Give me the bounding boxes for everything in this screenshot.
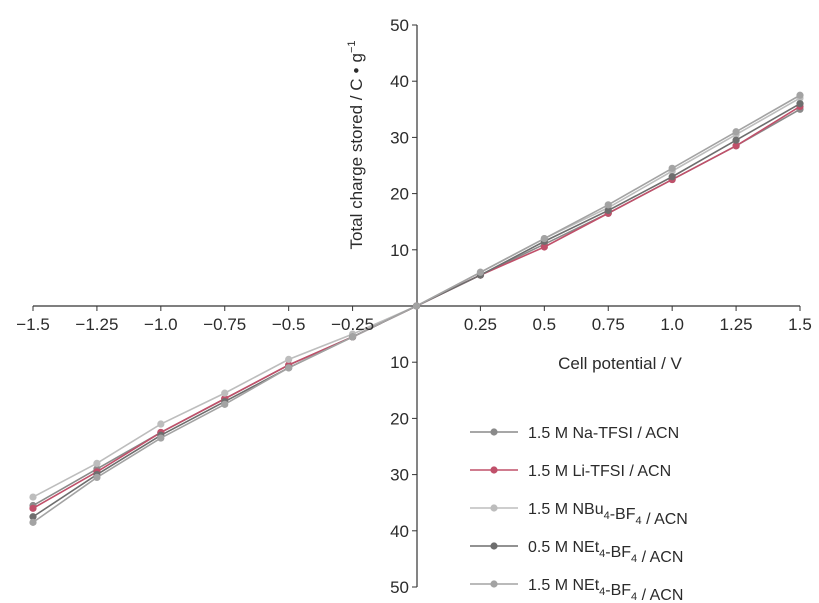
legend-label: 1.5 M NEt4-BF4 / ACN — [528, 577, 683, 603]
legend-swatch-marker — [490, 580, 498, 588]
data-point — [732, 128, 740, 136]
legend-item: 0.5 M NEt4-BF4 / ACN — [470, 539, 683, 566]
data-point — [93, 473, 101, 482]
data-point — [285, 364, 293, 372]
x-tick-label: 0.25 — [464, 315, 497, 334]
x-tick-label: 1.0 — [660, 315, 684, 334]
legend-label: 1.5 M Na-TFSI / ACN — [528, 425, 679, 442]
legend-swatch-marker — [490, 428, 498, 436]
legend-item: 1.5 M NBu4-BF4 / ACN — [470, 501, 688, 528]
legend-item: 1.5 M Na-TFSI / ACN — [470, 425, 679, 442]
data-point — [157, 434, 165, 442]
legend-label: 1.5 M NBu4-BF4 / ACN — [528, 501, 688, 528]
y-tick-label: 10 — [390, 353, 409, 372]
x-tick-label: −0.25 — [331, 315, 374, 334]
legend-label: 0.5 M NEt4-BF4 / ACN — [528, 539, 683, 566]
data-point — [29, 504, 37, 512]
series-layer — [29, 91, 804, 526]
x-tick-label: 1.5 — [788, 315, 812, 334]
y-tick-label: 20 — [390, 409, 409, 428]
data-point — [796, 100, 804, 108]
data-point — [157, 420, 165, 428]
data-point — [796, 91, 804, 99]
legend-item: 1.5 M Li-TFSI / ACN — [470, 463, 671, 480]
x-tick-label: 0.75 — [592, 315, 625, 334]
x-axis-title: Cell potential / V — [558, 354, 682, 373]
data-point — [476, 268, 485, 276]
x-tick-label: −0.5 — [272, 315, 306, 334]
data-point — [604, 206, 612, 215]
y-axis-title-unit: g — [347, 53, 366, 62]
y-tick-label: 50 — [390, 578, 409, 597]
y-tick-label: 50 — [390, 16, 409, 35]
x-tick-label: −0.75 — [203, 315, 246, 334]
data-point — [221, 389, 229, 397]
data-point — [29, 513, 37, 521]
legend-swatch-marker — [490, 466, 498, 474]
data-point — [221, 400, 229, 408]
y-tick-label: 40 — [390, 72, 409, 91]
data-point — [348, 333, 357, 341]
data-point — [668, 164, 676, 172]
legend-swatch-marker — [490, 504, 498, 512]
series-5 — [29, 91, 804, 526]
data-point — [732, 136, 740, 144]
legend: 1.5 M Na-TFSI / ACN 1.5 M Li-TFSI / ACN 1.… — [470, 425, 688, 603]
x-tick-label: 0.5 — [533, 315, 557, 334]
y-axis-title-main: Total charge stored / C — [347, 78, 366, 249]
y-axis-title-dot: • — [347, 67, 366, 73]
data-point — [93, 459, 101, 467]
x-tick-label: −1.0 — [144, 315, 178, 334]
x-tick-label: 1.25 — [720, 315, 753, 334]
ticks-layer: −1.5 −1.25 −1.0 −0.75 −0.5 −0.25 0.25 0.5 0.75 1.… — [16, 16, 812, 597]
legend-label: 1.5 M Li-TFSI / ACN — [528, 463, 671, 480]
y-axis-title: Total charge stored / C • g−1 — [346, 41, 366, 250]
y-axis-title-exponent: −1 — [346, 41, 358, 54]
data-point — [732, 142, 740, 150]
y-tick-label: 30 — [390, 128, 409, 147]
legend-item: 1.5 M NEt4-BF4 / ACN — [470, 577, 683, 603]
y-tick-label: 30 — [390, 466, 409, 485]
y-tick-label: 40 — [390, 522, 409, 541]
data-point — [29, 493, 37, 501]
data-point — [668, 173, 676, 181]
x-tick-label: −1.25 — [75, 315, 118, 334]
data-point — [540, 234, 548, 243]
y-tick-label: 10 — [390, 241, 409, 260]
y-tick-label: 20 — [390, 185, 409, 204]
data-point — [604, 201, 612, 209]
data-point — [540, 243, 548, 251]
data-point — [412, 302, 421, 310]
legend-swatch-marker — [490, 542, 498, 550]
data-point — [29, 518, 37, 526]
data-point — [285, 355, 293, 363]
x-tick-label: −1.5 — [16, 315, 50, 334]
